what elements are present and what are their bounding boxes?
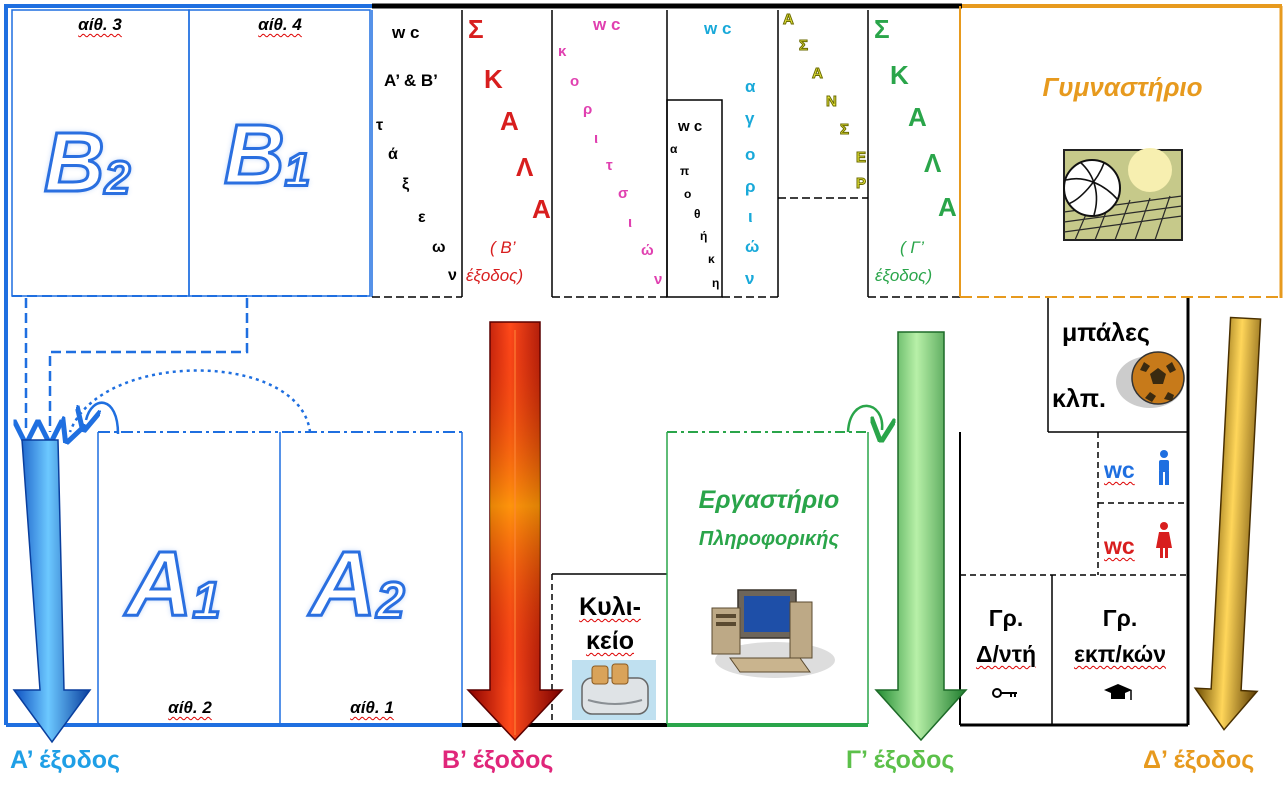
balls-room-line2: κλπ. <box>1052 385 1106 413</box>
toaster-icon <box>572 660 656 720</box>
storage-outline <box>666 99 723 298</box>
exit-g-arrow <box>874 331 968 742</box>
wc-ab-title: w c <box>392 23 420 42</box>
exit-d-arrow <box>1193 316 1262 731</box>
classroom-a2-title: A2 <box>308 533 406 635</box>
exit-b-label: Β’ έξοδος <box>442 746 554 774</box>
exit-a-label: Α’ έξοδος <box>10 746 120 774</box>
storage-title: w c <box>678 118 703 135</box>
stairs-g-note-line1: ( Γ’ <box>900 238 924 257</box>
computer-icon <box>711 589 835 678</box>
classroom-b1-title: B1 <box>223 107 312 201</box>
volleyball-net-icon <box>1063 148 1183 241</box>
stairs-g-note-line2: έξοδος) <box>875 266 933 285</box>
teachers-office-line2: εκπ/κών <box>1073 641 1167 667</box>
canteen-line2: κείο <box>585 627 635 655</box>
gym-title: Γυμναστήριο <box>1042 72 1203 102</box>
stairs-b-note-line1: ( Β’ <box>490 238 516 257</box>
wc-women-label: wc <box>1104 533 1135 559</box>
wc-girls-title: w c <box>593 15 621 34</box>
exit-d-label: Δ’ έξοδος <box>1143 746 1255 774</box>
classroom-b1-outline <box>188 9 371 297</box>
exit-a-arrow <box>12 439 92 744</box>
room-label-aith2: αίθ. 2 <box>168 698 212 717</box>
woman-icon <box>1156 522 1172 558</box>
canteen-line1: Κυλι- <box>579 593 641 621</box>
computer-lab-line1: Εργαστήριο <box>698 486 840 514</box>
balls-room-line1: μπάλες <box>1062 319 1150 347</box>
graduation-cap-icon <box>1104 684 1132 700</box>
man-icon <box>1159 450 1169 485</box>
classroom-a1-title: A1 <box>124 533 222 635</box>
ball-icon <box>1116 351 1185 408</box>
wc-ab-subtitle: Α’ & Β’ <box>384 71 438 90</box>
room-label-aith1: αίθ. 1 <box>350 698 394 717</box>
classroom-b2-title: B2 <box>43 115 132 209</box>
director-office-line1: Γρ. <box>988 605 1024 631</box>
exit-b-arrow <box>466 321 564 742</box>
teachers-office-line1: Γρ. <box>1102 605 1138 631</box>
exit-g-label: Γ’ έξοδος <box>846 746 955 774</box>
director-office-line2: Δ/ντή <box>975 641 1037 667</box>
room-label-aith3: αίθ. 3 <box>78 15 122 34</box>
stairs-b-note-line2: έξοδος) <box>466 266 524 285</box>
computer-lab-line2: Πληροφορικής <box>698 528 840 550</box>
wc-men-label: wc <box>1104 457 1135 483</box>
room-label-aith4: αίθ. 4 <box>258 15 302 34</box>
key-icon <box>992 688 1017 698</box>
wc-boys-title: w c <box>704 19 732 38</box>
